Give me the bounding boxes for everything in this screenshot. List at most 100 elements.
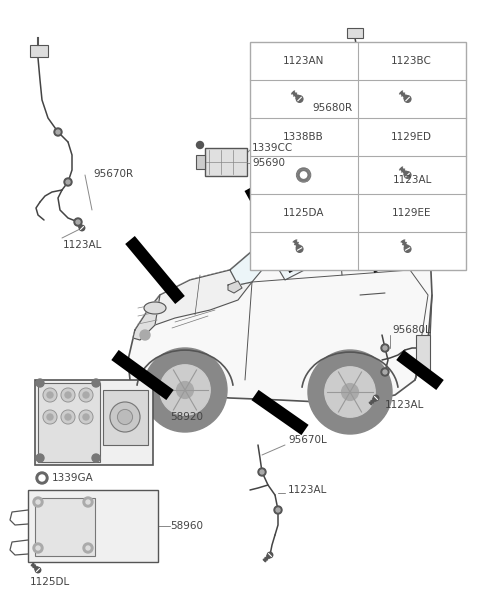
Circle shape — [33, 543, 43, 553]
Text: 95680R: 95680R — [312, 103, 352, 113]
Circle shape — [356, 68, 364, 76]
Circle shape — [65, 414, 71, 420]
Circle shape — [376, 113, 380, 117]
Bar — [35, 380, 153, 465]
Circle shape — [381, 344, 389, 352]
Bar — [103, 390, 148, 445]
Text: 58960: 58960 — [170, 521, 203, 531]
Circle shape — [308, 350, 392, 434]
Circle shape — [43, 388, 57, 402]
Circle shape — [260, 470, 264, 474]
Circle shape — [344, 136, 352, 144]
Circle shape — [358, 70, 362, 74]
Circle shape — [342, 383, 359, 400]
Bar — [28, 490, 158, 562]
Text: 1123BC: 1123BC — [391, 56, 432, 66]
Polygon shape — [272, 228, 425, 280]
Bar — [30, 45, 48, 57]
Circle shape — [160, 365, 210, 415]
Circle shape — [276, 508, 280, 512]
Circle shape — [36, 546, 40, 550]
Text: 1123AL: 1123AL — [288, 485, 327, 495]
Text: 1123AL: 1123AL — [63, 240, 102, 250]
Circle shape — [43, 410, 57, 424]
Circle shape — [79, 225, 85, 231]
Circle shape — [56, 130, 60, 134]
Text: 95670R: 95670R — [93, 169, 133, 179]
Circle shape — [296, 95, 303, 102]
Text: 1125DL: 1125DL — [30, 577, 70, 587]
Circle shape — [61, 410, 75, 424]
Circle shape — [83, 392, 89, 398]
Circle shape — [358, 173, 362, 177]
Text: 1125DA: 1125DA — [283, 208, 324, 218]
Circle shape — [346, 138, 350, 142]
Circle shape — [36, 472, 48, 484]
Text: 1129EE: 1129EE — [392, 208, 432, 218]
Bar — [347, 28, 363, 38]
Bar — [38, 383, 100, 462]
Polygon shape — [265, 205, 420, 258]
Polygon shape — [148, 270, 252, 325]
Circle shape — [297, 168, 311, 182]
Circle shape — [196, 142, 204, 148]
Circle shape — [356, 171, 364, 179]
Circle shape — [47, 392, 53, 398]
Bar — [35, 498, 95, 556]
Circle shape — [373, 395, 379, 401]
Circle shape — [374, 111, 382, 119]
Ellipse shape — [110, 402, 140, 432]
Circle shape — [381, 368, 389, 376]
Circle shape — [274, 506, 282, 514]
Text: 1123AL: 1123AL — [393, 175, 432, 185]
Circle shape — [86, 546, 90, 550]
Circle shape — [258, 468, 266, 476]
Circle shape — [404, 246, 411, 252]
Circle shape — [383, 346, 387, 350]
Bar — [205, 148, 247, 176]
Circle shape — [140, 330, 150, 340]
Polygon shape — [133, 295, 160, 340]
Circle shape — [177, 382, 193, 398]
Bar — [196, 155, 205, 169]
Polygon shape — [228, 281, 242, 293]
Circle shape — [36, 379, 44, 387]
Circle shape — [79, 410, 93, 424]
Circle shape — [300, 172, 307, 178]
Circle shape — [325, 367, 375, 417]
Text: 95670L: 95670L — [288, 435, 327, 445]
Ellipse shape — [144, 302, 166, 314]
Circle shape — [64, 178, 72, 186]
Circle shape — [33, 497, 43, 507]
Text: 95680L: 95680L — [392, 325, 431, 335]
Circle shape — [76, 220, 80, 224]
Circle shape — [92, 454, 100, 462]
Circle shape — [83, 543, 93, 553]
Circle shape — [267, 552, 273, 558]
Circle shape — [404, 172, 411, 178]
Circle shape — [143, 348, 227, 432]
Circle shape — [74, 218, 82, 226]
Circle shape — [83, 497, 93, 507]
Text: 1338BB: 1338BB — [283, 132, 324, 142]
Text: 1339CC: 1339CC — [252, 143, 293, 153]
Polygon shape — [128, 205, 432, 402]
Circle shape — [61, 388, 75, 402]
Circle shape — [79, 388, 93, 402]
Circle shape — [86, 500, 90, 504]
Circle shape — [65, 392, 71, 398]
Polygon shape — [230, 240, 272, 285]
Text: 1339GA: 1339GA — [52, 473, 94, 483]
Circle shape — [92, 379, 100, 387]
Circle shape — [404, 95, 411, 102]
Circle shape — [36, 454, 44, 462]
Ellipse shape — [118, 409, 132, 425]
Circle shape — [54, 128, 62, 136]
Circle shape — [39, 475, 45, 481]
Circle shape — [66, 180, 70, 184]
Bar — [416, 335, 430, 370]
Circle shape — [36, 500, 40, 504]
Text: 1123AL: 1123AL — [385, 400, 424, 410]
Circle shape — [296, 246, 303, 252]
Text: 1123AN: 1123AN — [283, 56, 324, 66]
